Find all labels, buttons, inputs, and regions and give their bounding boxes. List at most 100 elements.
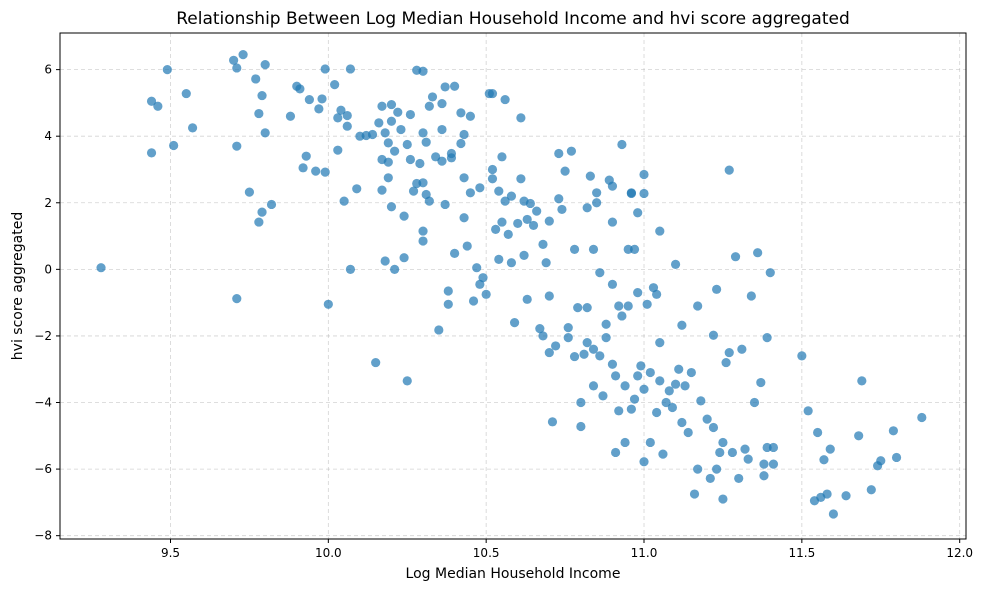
data-point (339, 196, 349, 206)
data-point (509, 318, 520, 328)
data-point (563, 323, 573, 333)
data-point (566, 146, 577, 156)
data-point (314, 104, 324, 114)
plot-frame (59, 32, 967, 540)
data-point (693, 464, 703, 474)
data-point (232, 63, 242, 73)
data-point (633, 371, 643, 381)
data-point (737, 344, 747, 354)
data-point (330, 79, 340, 90)
data-point (345, 264, 356, 274)
data-point (727, 447, 737, 458)
x-tick-label: 11.5 (788, 546, 815, 560)
data-point (712, 464, 722, 474)
data-point (743, 454, 753, 464)
data-point (449, 81, 460, 91)
data-point (181, 88, 191, 99)
data-point (544, 291, 554, 301)
data-point (718, 437, 728, 448)
data-point (153, 101, 163, 111)
data-point (424, 101, 434, 111)
data-point (582, 303, 592, 313)
data-point (355, 131, 365, 141)
data-point (497, 152, 507, 162)
data-point (645, 367, 655, 378)
data-point (598, 391, 608, 401)
data-point (169, 140, 179, 151)
data-point (610, 371, 621, 381)
data-point (633, 288, 643, 298)
data-point (601, 319, 611, 329)
data-point (386, 202, 397, 212)
data-point (418, 178, 428, 188)
data-point (888, 426, 898, 436)
data-point (437, 156, 447, 166)
data-point (623, 244, 633, 254)
data-point (418, 128, 428, 138)
data-point (749, 397, 760, 408)
data-point (626, 188, 636, 198)
data-point (519, 250, 529, 260)
data-point (677, 320, 687, 330)
data-point (645, 437, 655, 448)
chart-title: Relationship Between Log Median Househol… (176, 9, 850, 29)
data-point (721, 357, 731, 368)
data-point (876, 456, 886, 466)
data-point (576, 397, 586, 408)
data-point (557, 204, 567, 215)
data-point (803, 406, 813, 416)
y-axis-label: hvi score aggregated (10, 212, 26, 360)
data-point (607, 279, 618, 289)
data-point (595, 351, 605, 361)
y-tick-label: 4 (44, 129, 52, 143)
y-tick-label: 2 (44, 196, 52, 210)
data-point (320, 167, 330, 177)
data-point (891, 452, 902, 463)
data-point (841, 491, 851, 501)
data-point (295, 84, 305, 94)
data-point (664, 386, 674, 396)
data-point (298, 163, 308, 173)
data-point (715, 447, 725, 458)
data-point (633, 208, 643, 218)
data-point (819, 455, 829, 465)
data-point (232, 141, 242, 151)
data-point (500, 94, 510, 105)
data-point (639, 457, 649, 467)
data-point (465, 111, 475, 121)
data-point (854, 431, 864, 441)
data-point (522, 294, 532, 304)
data-point (642, 299, 652, 309)
data-point (610, 447, 621, 458)
data-point (386, 116, 397, 126)
data-point (686, 367, 696, 378)
data-point (323, 299, 333, 309)
data-point (285, 111, 296, 121)
data-point (708, 422, 719, 433)
data-point (588, 244, 599, 254)
x-tick-label: 11.0 (631, 546, 658, 560)
data-point (797, 351, 807, 361)
data-point (768, 459, 779, 469)
data-point (753, 248, 763, 258)
data-point (371, 357, 381, 368)
data-point (623, 301, 633, 311)
data-point (478, 273, 488, 283)
data-point (595, 268, 605, 278)
data-point (459, 129, 469, 140)
data-point (459, 213, 469, 223)
data-point (399, 253, 409, 263)
data-point (547, 417, 558, 427)
data-point (569, 244, 580, 254)
data-point (917, 412, 927, 423)
data-point (374, 118, 384, 128)
data-point (238, 50, 248, 60)
data-point (342, 110, 352, 121)
data-point (762, 442, 772, 453)
data-point (614, 406, 624, 416)
data-point (655, 337, 665, 348)
data-point (405, 109, 416, 120)
data-point (693, 301, 703, 311)
data-point (367, 129, 378, 140)
